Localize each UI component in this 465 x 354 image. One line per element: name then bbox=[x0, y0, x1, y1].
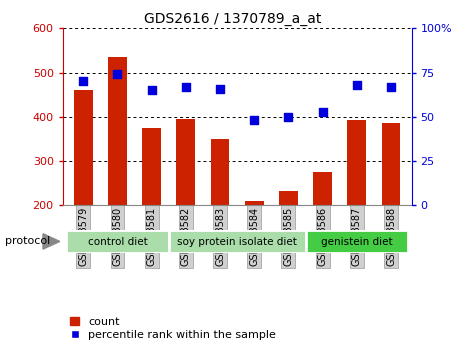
Point bbox=[182, 84, 190, 90]
Bar bbox=[313, 172, 332, 294]
Point bbox=[216, 86, 224, 91]
Bar bbox=[169, 230, 306, 253]
Bar bbox=[74, 90, 93, 294]
Bar bbox=[347, 120, 366, 294]
Point bbox=[285, 114, 292, 120]
Point bbox=[114, 72, 121, 77]
Text: GDS2616 / 1370789_a_at: GDS2616 / 1370789_a_at bbox=[144, 12, 321, 27]
Bar bbox=[176, 119, 195, 294]
Legend: count, percentile rank within the sample: count, percentile rank within the sample bbox=[66, 313, 280, 345]
Bar bbox=[306, 230, 408, 253]
Bar bbox=[108, 57, 127, 294]
Text: control diet: control diet bbox=[87, 236, 147, 247]
Point bbox=[319, 109, 326, 114]
Point bbox=[80, 79, 87, 84]
Bar bbox=[142, 128, 161, 294]
Text: genistein diet: genistein diet bbox=[321, 236, 392, 247]
Point bbox=[148, 87, 155, 93]
Bar bbox=[211, 139, 229, 294]
Bar bbox=[66, 230, 169, 253]
Bar bbox=[245, 201, 264, 294]
Bar bbox=[382, 124, 400, 294]
Polygon shape bbox=[43, 234, 60, 249]
Point bbox=[251, 118, 258, 123]
Text: soy protein isolate diet: soy protein isolate diet bbox=[177, 236, 297, 247]
Point bbox=[353, 82, 360, 88]
Point bbox=[387, 84, 395, 90]
Text: protocol: protocol bbox=[5, 236, 50, 246]
Bar bbox=[279, 191, 298, 294]
